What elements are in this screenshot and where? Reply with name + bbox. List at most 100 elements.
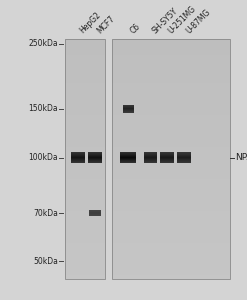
Bar: [112, 251, 230, 255]
Bar: [65, 223, 105, 227]
Bar: [112, 135, 230, 139]
Bar: [112, 79, 230, 83]
Bar: [65, 179, 105, 183]
Text: 50kDa: 50kDa: [33, 256, 58, 266]
Bar: [112, 83, 230, 87]
Bar: [112, 231, 230, 235]
Bar: [112, 227, 230, 231]
Bar: [112, 243, 230, 247]
Bar: [65, 123, 105, 127]
Bar: [65, 127, 105, 131]
Bar: [65, 39, 105, 279]
Bar: [65, 191, 105, 195]
Bar: [112, 51, 230, 55]
Bar: [65, 247, 105, 251]
Bar: [65, 207, 105, 211]
Bar: [112, 119, 230, 123]
Bar: [65, 263, 105, 267]
Bar: [112, 91, 230, 95]
Bar: [112, 111, 230, 115]
Text: 70kDa: 70kDa: [33, 208, 58, 217]
Bar: [112, 159, 230, 163]
Bar: [65, 143, 105, 147]
Bar: [65, 107, 105, 111]
Bar: [112, 127, 230, 131]
Bar: [112, 155, 230, 159]
Bar: [112, 215, 230, 219]
Bar: [112, 131, 230, 135]
Bar: [65, 43, 105, 47]
Bar: [112, 211, 230, 215]
Bar: [112, 255, 230, 259]
Bar: [65, 271, 105, 275]
Bar: [65, 95, 105, 99]
Bar: [112, 75, 230, 79]
Bar: [112, 59, 230, 63]
Bar: [65, 159, 105, 163]
Bar: [65, 147, 105, 151]
Bar: [112, 275, 230, 279]
Bar: [112, 263, 230, 267]
Bar: [112, 171, 230, 175]
Bar: [65, 195, 105, 199]
Bar: [112, 183, 230, 187]
Bar: [112, 267, 230, 271]
Bar: [112, 187, 230, 191]
Bar: [65, 211, 105, 215]
Bar: [112, 87, 230, 91]
Bar: [65, 139, 105, 143]
Bar: [112, 115, 230, 119]
Bar: [65, 59, 105, 63]
Bar: [65, 227, 105, 231]
Bar: [65, 203, 105, 207]
Bar: [112, 143, 230, 147]
Bar: [112, 67, 230, 71]
Bar: [65, 259, 105, 263]
Bar: [112, 39, 230, 279]
Bar: [65, 99, 105, 103]
Bar: [65, 151, 105, 155]
Bar: [112, 63, 230, 67]
Bar: [65, 275, 105, 279]
Bar: [112, 95, 230, 99]
Bar: [112, 203, 230, 207]
Bar: [112, 223, 230, 227]
Bar: [65, 47, 105, 51]
Text: 150kDa: 150kDa: [29, 104, 58, 113]
Bar: [65, 39, 105, 43]
Bar: [112, 199, 230, 203]
Bar: [65, 155, 105, 159]
Bar: [65, 251, 105, 255]
Text: HepG2: HepG2: [78, 11, 103, 35]
Bar: [112, 195, 230, 199]
Bar: [65, 111, 105, 115]
Bar: [65, 267, 105, 271]
Bar: [112, 207, 230, 211]
Bar: [65, 215, 105, 219]
Bar: [112, 259, 230, 263]
Bar: [65, 75, 105, 79]
Bar: [65, 131, 105, 135]
Bar: [112, 163, 230, 167]
Bar: [112, 47, 230, 51]
Bar: [112, 219, 230, 223]
Bar: [112, 147, 230, 151]
Bar: [112, 43, 230, 47]
Bar: [112, 191, 230, 195]
Bar: [112, 235, 230, 239]
Text: U-87MG: U-87MG: [184, 8, 212, 35]
Bar: [112, 139, 230, 143]
Bar: [65, 103, 105, 107]
Text: SH-SY5Y: SH-SY5Y: [151, 6, 180, 35]
Bar: [65, 231, 105, 235]
Bar: [65, 187, 105, 191]
Bar: [65, 255, 105, 259]
Bar: [65, 239, 105, 243]
Bar: [65, 167, 105, 171]
Text: MCF7: MCF7: [95, 14, 116, 35]
Bar: [112, 39, 230, 43]
Text: NPAS3: NPAS3: [235, 153, 247, 162]
Bar: [65, 171, 105, 175]
Bar: [65, 79, 105, 83]
Bar: [65, 135, 105, 139]
